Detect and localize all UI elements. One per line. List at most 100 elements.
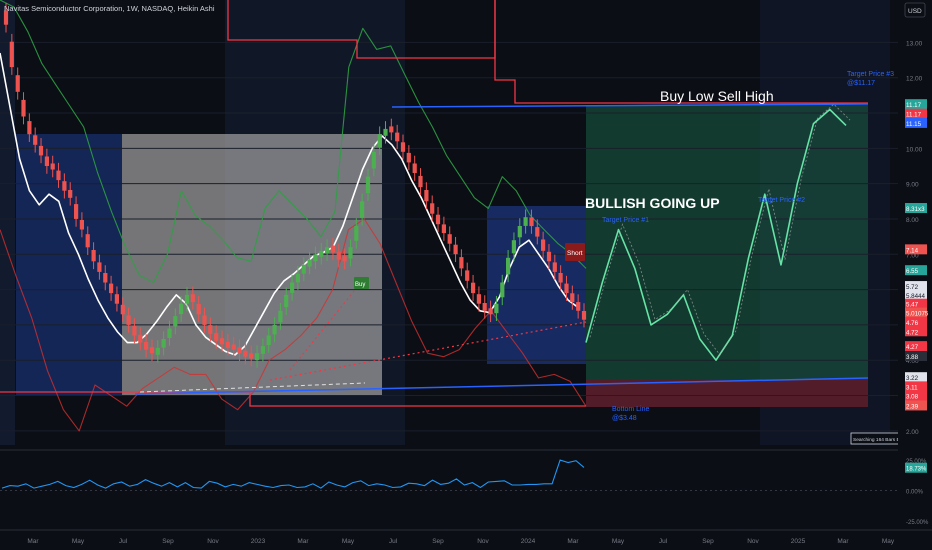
- candle-body: [21, 99, 26, 117]
- trendline-red-dotted: [269, 321, 587, 381]
- candle-body: [506, 257, 511, 275]
- candle-body: [307, 259, 312, 267]
- candle-body: [581, 311, 587, 320]
- searching-label: Searching 164 Bars Back: [853, 437, 908, 443]
- oscillator-line: [1, 459, 585, 489]
- candle-body: [517, 226, 522, 238]
- price-label: 8.31x3: [906, 206, 925, 213]
- price-label: 3.88: [906, 354, 919, 361]
- candle-body: [254, 353, 260, 361]
- candle-body: [529, 217, 534, 227]
- price-label-bg: [905, 372, 927, 383]
- price-label-bg: [905, 265, 927, 276]
- price-label-bg: [905, 307, 927, 318]
- candle-body: [179, 303, 184, 315]
- candle-body: [219, 338, 225, 345]
- candle-body: [430, 203, 435, 214]
- candle-body: [406, 152, 411, 163]
- candle-body: [330, 245, 335, 253]
- x-tick-label: Nov: [477, 538, 489, 545]
- y-tick-label: 10.00: [906, 146, 923, 153]
- target1-label: Target Price #1: [602, 217, 649, 224]
- candle-body: [27, 121, 32, 135]
- candle-body: [371, 151, 376, 169]
- projection-path: [585, 103, 851, 362]
- candle-body: [44, 156, 49, 166]
- y-tick-label: 9.00: [906, 182, 919, 189]
- headline-text: Buy Low Sell High: [660, 88, 774, 104]
- x-tick-label: May: [72, 538, 85, 545]
- candle-body: [144, 341, 149, 350]
- price-label-bg: [905, 298, 927, 309]
- price-label: 6.55: [906, 268, 919, 275]
- candle-body: [202, 315, 207, 325]
- price-label-bg: [905, 326, 927, 337]
- short-label: Short: [567, 250, 583, 257]
- osc-tick-label: 0.00%: [906, 490, 924, 496]
- candle-body: [389, 126, 394, 133]
- candle-body: [272, 324, 277, 335]
- candle-body: [360, 201, 365, 218]
- candle-body: [576, 302, 581, 311]
- currency-button: [904, 2, 926, 18]
- candle-body: [336, 251, 341, 260]
- candle-body: [231, 344, 236, 350]
- price-label-bg: [905, 244, 927, 255]
- trendline-dashed: [139, 382, 366, 393]
- zone-risk-red: [586, 380, 868, 407]
- candle-body: [447, 234, 452, 244]
- support-step-line: [0, 391, 586, 407]
- upper-band-line: [0, 0, 587, 284]
- y-tick-label: 8.00: [906, 217, 919, 224]
- candle-body: [348, 247, 353, 259]
- price-label-bg: [905, 400, 927, 411]
- candle-body: [97, 262, 102, 272]
- candle-body: [3, 10, 9, 25]
- candle-body: [301, 264, 306, 274]
- candle-body: [68, 190, 73, 198]
- candle-body: [243, 350, 248, 357]
- osc-tick-label: 25.00%: [906, 459, 927, 465]
- price-label: 5.72: [906, 284, 919, 291]
- zones: [16, 105, 868, 407]
- candle-body: [500, 282, 505, 298]
- grid: [0, 41, 898, 432]
- price-label: 7.14: [906, 247, 919, 254]
- x-tick-label: 2025: [791, 538, 806, 545]
- candle-body: [161, 339, 166, 348]
- bottom-label: Bottom Line: [612, 406, 649, 413]
- price-label-bg: [905, 390, 927, 401]
- candle-body: [383, 128, 388, 136]
- candle-body: [313, 254, 318, 262]
- price-label: 3.11: [906, 384, 918, 391]
- candle-body: [184, 294, 190, 304]
- candle-body: [564, 283, 569, 294]
- chart-title: Navitas Semiconductor Corporation, 1W, N…: [4, 4, 215, 13]
- candle-body: [365, 176, 371, 194]
- candle-body: [441, 224, 446, 234]
- x-tick-label: Sep: [702, 538, 714, 545]
- target3-value: @$11.17: [847, 80, 875, 87]
- price-label: 3.08: [906, 394, 919, 401]
- candle-body: [167, 328, 172, 338]
- x-tick-label: Sep: [162, 538, 174, 545]
- y-tick-label: 13.00: [906, 40, 923, 47]
- y-tick-label: 12.00: [906, 76, 923, 83]
- price-label: 3.22: [906, 375, 919, 382]
- annotations: Navitas Semiconductor Corporation, 1W, N…: [4, 4, 908, 445]
- candle-body: [56, 170, 61, 181]
- lower-band-line: [0, 218, 587, 432]
- candle-body: [266, 335, 271, 345]
- price-label-bg: [905, 289, 927, 300]
- candle-body: [295, 273, 300, 283]
- candle-body: [237, 347, 242, 354]
- candle-body: [149, 347, 155, 354]
- candle-body: [190, 294, 195, 302]
- candle-body: [476, 294, 481, 304]
- candle-body: [284, 294, 289, 308]
- candle-body: [132, 326, 137, 336]
- price-label-bg: [905, 351, 927, 361]
- price-label: 4.72: [906, 329, 919, 336]
- price-label: 11.15: [906, 121, 922, 128]
